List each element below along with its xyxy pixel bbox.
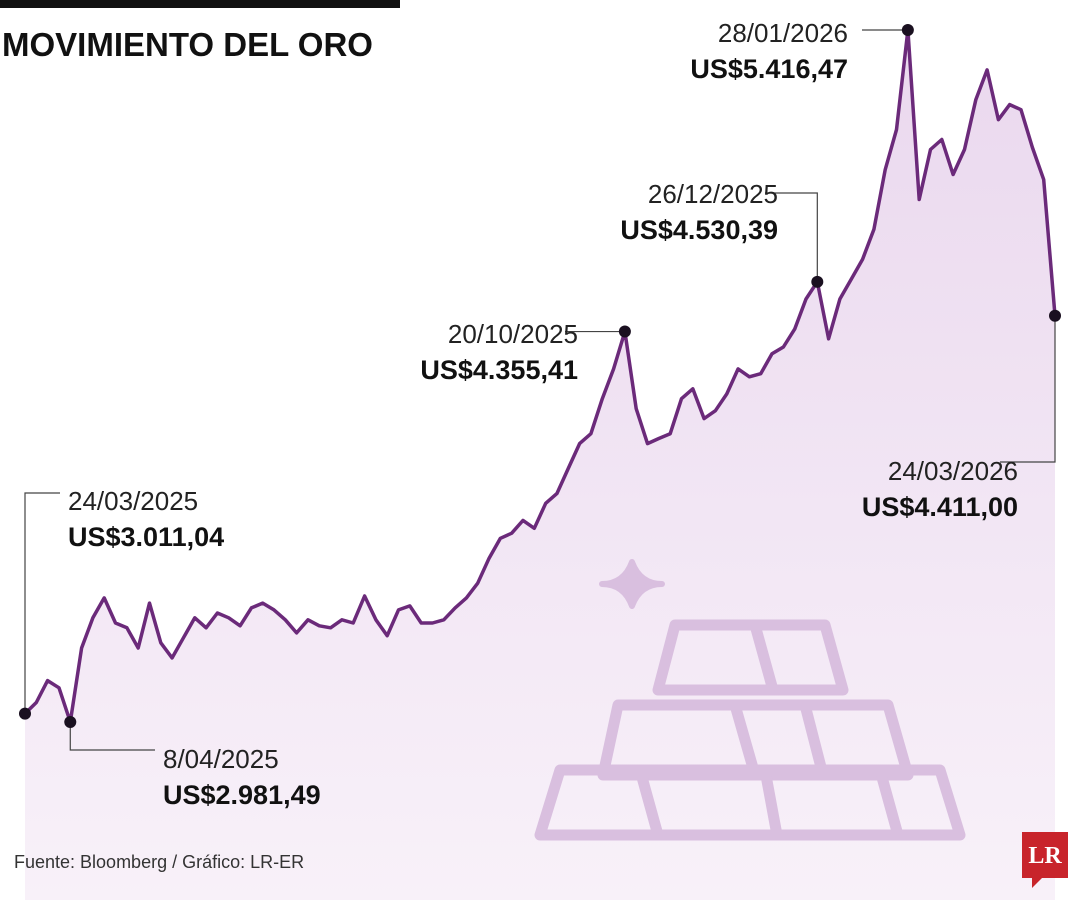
point: [811, 275, 824, 288]
value-label: US$4.411,00: [862, 492, 1018, 522]
source: Fuente: Bloomberg / Gráfico: LR-ER: [14, 852, 304, 872]
value-label: US$3.011,04: [68, 522, 224, 552]
date-label: 28/01/2026: [718, 18, 848, 48]
area: [25, 30, 1055, 900]
chart-title: MOVIMIENTO DEL ORO: [2, 26, 373, 63]
gold-bars-icon: [534, 559, 966, 841]
price-line: [23, 28, 1057, 724]
date-label: 24/03/2026: [888, 456, 1018, 486]
leader-line: [69, 722, 155, 751]
logo-box: [1022, 832, 1068, 888]
date-label: 20/10/2025: [448, 319, 578, 349]
point: [618, 325, 631, 338]
leader-line: [1000, 315, 1056, 463]
point: [64, 716, 77, 728]
value-label: US$5.416,47: [690, 54, 848, 84]
date-label: 26/12/2025: [648, 179, 778, 209]
value-label: US$4.355,41: [420, 355, 578, 385]
value-label: US$2.981,49: [163, 780, 321, 810]
date-label: 8/04/2025: [163, 744, 279, 774]
point: [19, 707, 31, 720]
point: [901, 24, 914, 36]
value-label: US$4.530,39: [620, 215, 778, 245]
date-label: 24/03/2025: [68, 486, 198, 516]
leader-line: [24, 492, 60, 714]
logo: LR: [1028, 843, 1062, 869]
point: [1049, 309, 1061, 322]
title-bar: [0, 0, 400, 8]
leader-line: [765, 192, 818, 282]
